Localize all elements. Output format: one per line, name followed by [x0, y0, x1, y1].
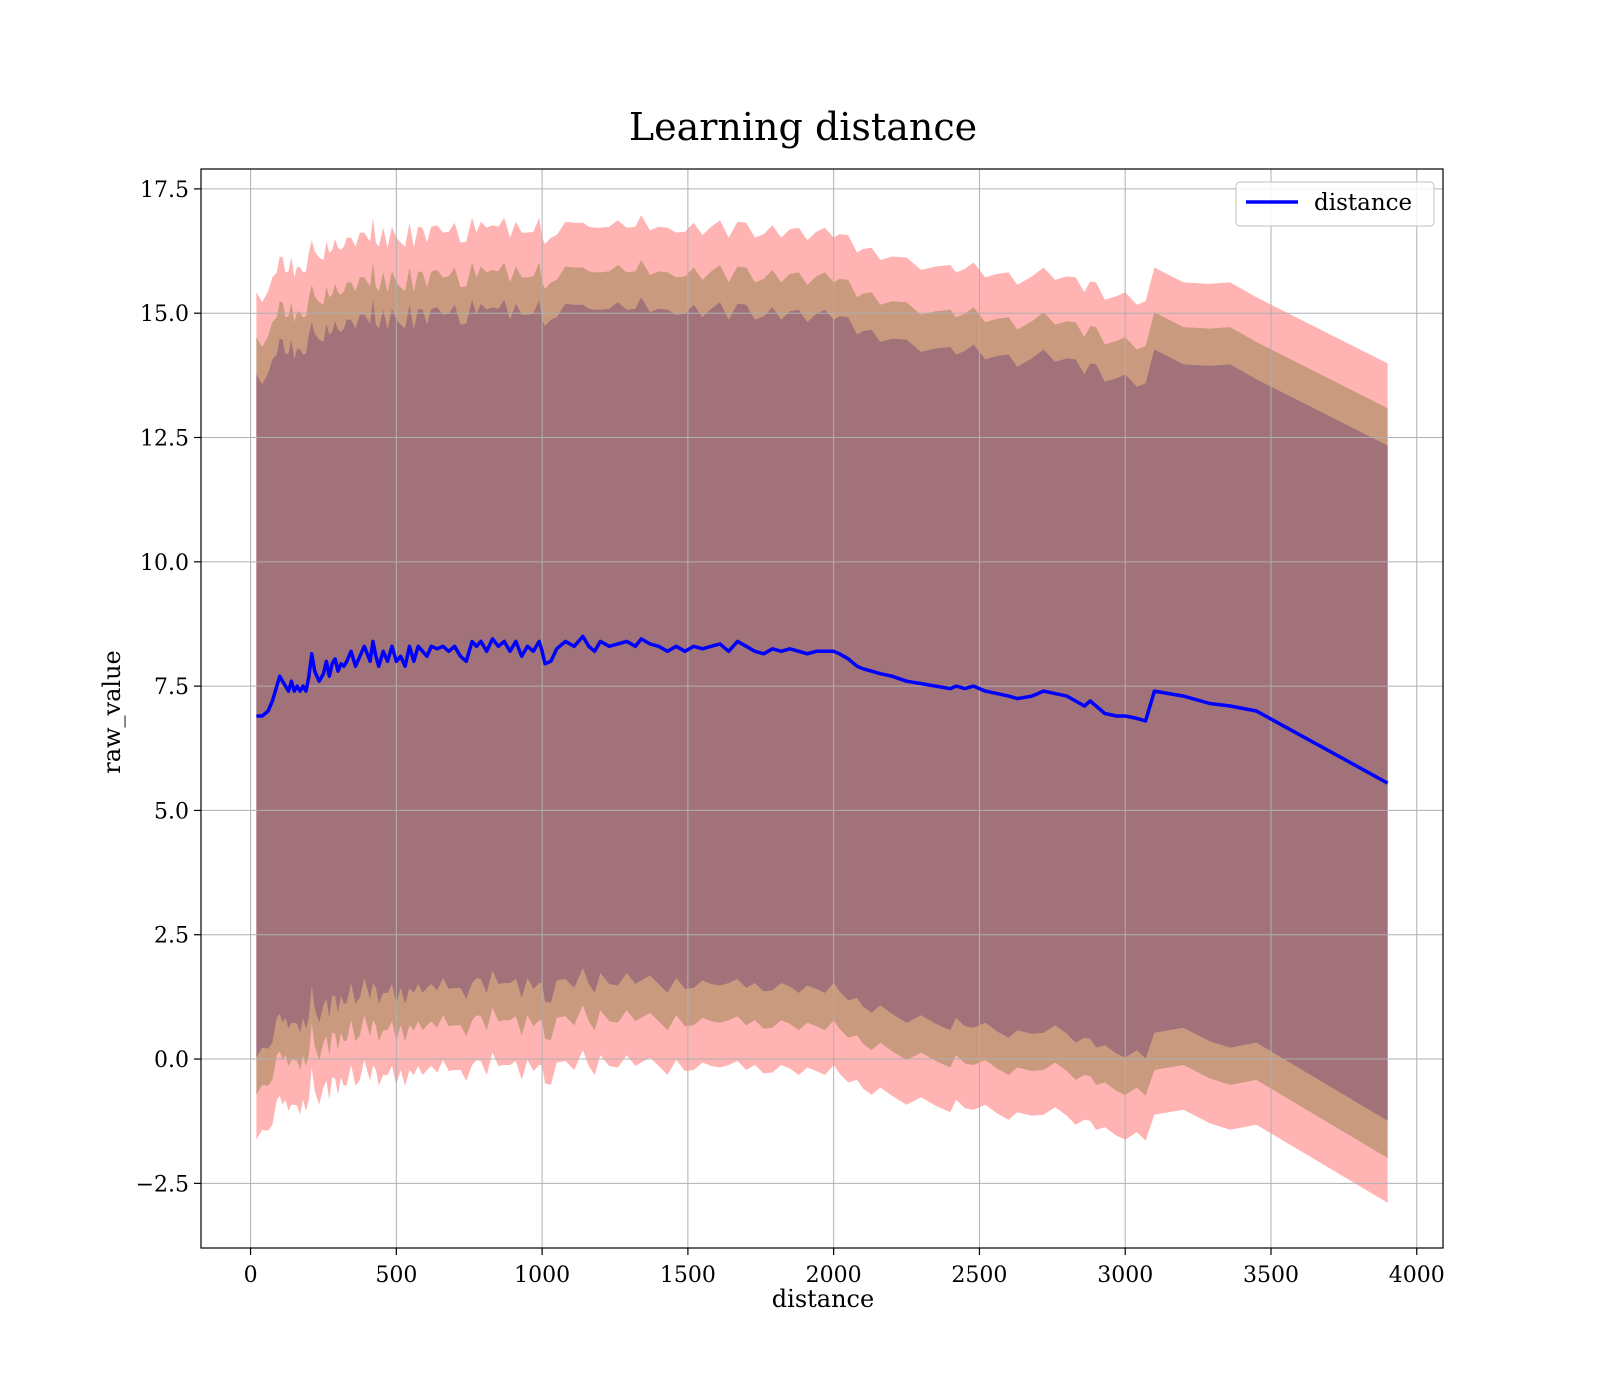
legend-entry-distance: distance	[1314, 190, 1412, 216]
y-tick-label: 5.0	[154, 799, 189, 824]
y-tick-label: −2.5	[136, 1172, 189, 1197]
x-tick-label: 0	[244, 1263, 258, 1288]
x-tick-label: 3000	[1097, 1263, 1153, 1288]
band-inner	[256, 297, 1388, 1121]
y-tick-label: 12.5	[140, 427, 189, 452]
y-tick-label: 7.5	[154, 675, 189, 700]
x-tick-label: 2000	[806, 1263, 862, 1288]
chart-title: Learning distance	[629, 105, 977, 149]
plot-area: 0 500 1000 1500 2000 2500 3000 3500 4000 −2.5 0.0 2…	[136, 168, 1445, 1288]
y-tick-label: 17.5	[140, 178, 189, 203]
y-axis-label: raw_value	[98, 650, 126, 774]
x-tick-label: 3500	[1243, 1263, 1299, 1288]
series-line-distance	[256, 634, 1389, 785]
x-tick-label: 1000	[514, 1263, 570, 1288]
x-tick-label: 4000	[1389, 1263, 1445, 1288]
y-tick-label: 0.0	[154, 1048, 189, 1073]
x-tick-label: 500	[375, 1263, 417, 1288]
legend-box	[1235, 181, 1435, 227]
legend: distance	[1235, 181, 1435, 227]
y-tick-label: 15.0	[140, 302, 189, 327]
plot-frame	[200, 168, 1444, 1249]
x-tick-label: 1500	[660, 1263, 716, 1288]
x-axis-label: distance	[772, 1285, 874, 1313]
y-tick-label: 2.5	[154, 924, 189, 949]
y-tick-label: 10.0	[140, 551, 189, 576]
x-tick-label: 2500	[951, 1263, 1007, 1288]
